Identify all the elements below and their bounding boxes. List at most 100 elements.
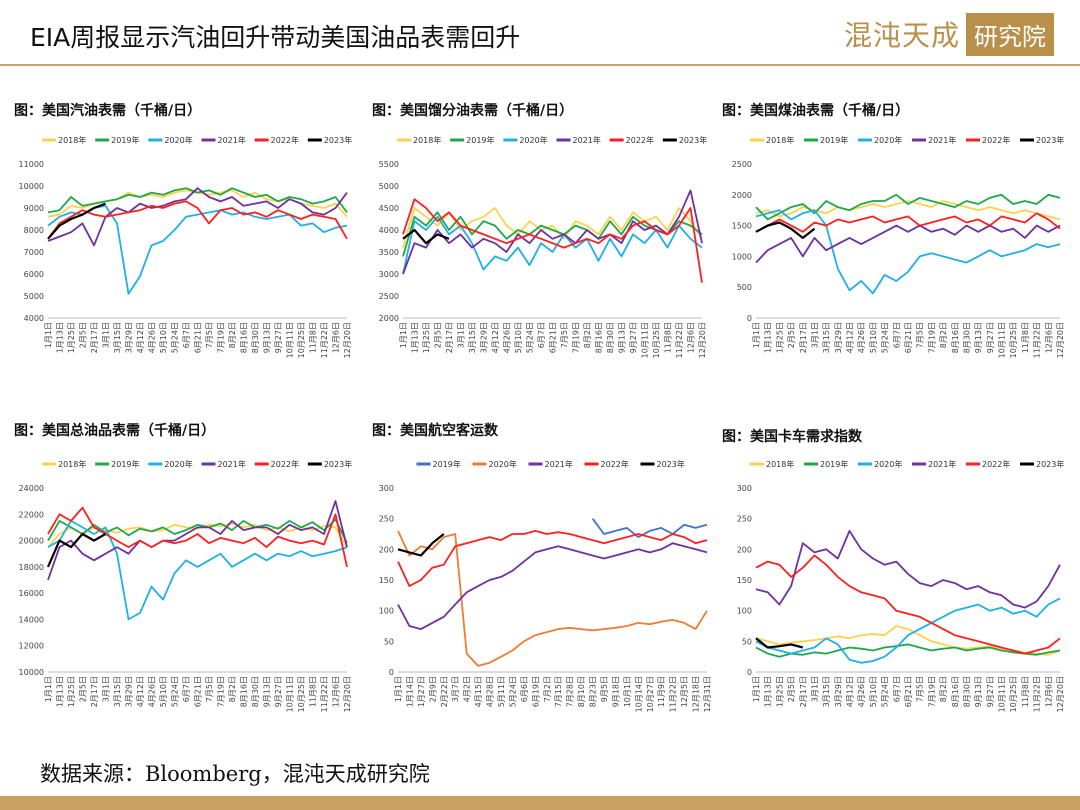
legend-item: 2018年 — [750, 459, 794, 469]
y-tick-label: 9000 — [24, 204, 44, 213]
x-tick-label: 4月26日 — [857, 676, 866, 707]
x-tick-label: 12月5日 — [680, 676, 689, 707]
legend-label: 2022年 — [601, 459, 629, 469]
legend-item: 2019年 — [95, 459, 140, 469]
x-tick-label: 4月26日 — [148, 676, 157, 707]
x-tick-label: 3月29日 — [125, 676, 134, 707]
x-tick-label: 12月6日 — [687, 322, 696, 353]
x-tick-label: 2月9日 — [428, 676, 437, 702]
x-tick-label: 1月1日 — [752, 676, 761, 702]
x-tick-label: 2月5日 — [787, 322, 796, 348]
legend-item: 2019年 — [416, 459, 461, 469]
legend-item: 2022年 — [254, 459, 299, 469]
x-tick-label: 1月1日 — [752, 322, 761, 348]
legend-item: 2022年 — [609, 135, 654, 145]
y-tick-label: 6000 — [24, 270, 44, 279]
x-tick-label: 4月12日 — [846, 322, 855, 353]
x-tick-label: 9月27日 — [629, 322, 638, 353]
y-tick-label: 250 — [737, 515, 752, 524]
chart-gasoline: 2018年 2019年 2020年 2021年 2022年 2023年 4000 5000 60… — [19, 135, 353, 358]
x-tick-label: 1月13日 — [56, 676, 65, 707]
x-tick-label: 8月16日 — [951, 322, 960, 353]
series-line — [402, 211, 703, 257]
x-tick-label: 6月21日 — [904, 676, 913, 707]
x-tick-label: 5月10日 — [159, 676, 168, 707]
x-tick-label: 6月7日 — [892, 322, 901, 348]
y-tick-label: 200 — [737, 545, 752, 554]
x-tick-label: 1月25日 — [67, 322, 76, 353]
x-tick-label: 2月5日 — [79, 676, 88, 702]
x-tick-label: 6月7日 — [892, 676, 901, 702]
x-tick-label: 4月28日 — [486, 676, 495, 707]
legend-label: 2022年 — [271, 459, 299, 469]
x-tick-label: 8月30日 — [962, 322, 971, 353]
x-tick-label: 6月6日 — [520, 676, 529, 702]
y-tick-label: 12000 — [19, 642, 44, 651]
legend-label: 2021年 — [928, 459, 956, 469]
y-tick-label: 300 — [737, 484, 752, 493]
legend-label: 2023年 — [1036, 135, 1064, 145]
y-tick-label: 2500 — [732, 160, 752, 169]
x-tick-label: 10月14日 — [634, 676, 643, 712]
x-tick-label: 12月20日 — [698, 322, 707, 358]
x-tick-label: 8月2日 — [228, 322, 237, 348]
x-tick-label: 6月21日 — [904, 322, 913, 353]
x-tick-label: 2月5日 — [434, 322, 443, 348]
series-line — [755, 212, 1061, 233]
x-tick-label: 4月26日 — [148, 322, 157, 353]
legend-item: 2023年 — [662, 135, 707, 145]
x-tick-label: 3月1日 — [102, 322, 111, 348]
legend-item: 2022年 — [966, 135, 1010, 145]
x-tick-label: 3月7日 — [451, 676, 460, 702]
x-tick-label: 8月16日 — [595, 322, 604, 353]
x-tick-label: 7月19日 — [572, 322, 581, 353]
legend-item: 2020年 — [148, 459, 193, 469]
legend-label: 2020年 — [874, 135, 902, 145]
x-tick-label: 11月8日 — [664, 322, 673, 353]
legend-item: 2019年 — [804, 459, 848, 469]
legend-item: 2019年 — [804, 135, 848, 145]
series-line — [755, 643, 1061, 658]
y-tick-label: 0 — [747, 668, 752, 677]
x-tick-label: 9月13日 — [974, 322, 983, 353]
x-tick-label: 4月12日 — [136, 322, 145, 353]
series-line — [755, 637, 804, 649]
x-tick-label: 12月6日 — [332, 676, 341, 707]
y-tick-label: 22000 — [19, 510, 44, 519]
x-tick-label: 5月24日 — [171, 322, 180, 353]
x-tick-label: 1月25日 — [775, 676, 784, 707]
x-tick-label: 8月2日 — [939, 322, 948, 348]
legend-label: 2019年 — [111, 135, 139, 145]
x-tick-label: 3月15日 — [468, 322, 477, 353]
x-tick-label: 1月25日 — [422, 322, 431, 353]
x-tick-label: 2月17日 — [799, 322, 808, 353]
x-tick-label: 2月17日 — [90, 322, 99, 353]
series-line — [47, 187, 348, 214]
y-tick-label: 100 — [737, 607, 752, 616]
legend-item: 2018年 — [750, 135, 794, 145]
x-tick-label: 8月16日 — [951, 676, 960, 707]
x-tick-label: 5月24日 — [171, 676, 180, 707]
x-tick-label: 7月19日 — [217, 322, 226, 353]
x-tick-label: 5月10日 — [869, 676, 878, 707]
x-tick-label: 5月10日 — [514, 322, 523, 353]
x-tick-label: 3月15日 — [822, 676, 831, 707]
y-tick-label: 1500 — [732, 222, 752, 231]
series-line — [397, 530, 708, 587]
y-tick-label: 3500 — [379, 248, 399, 257]
legend-item: 2021年 — [528, 459, 573, 469]
x-tick-label: 2月5日 — [79, 322, 88, 348]
chart-tsa: 2019年 2020年 2021年 2022年 2023年 0 50 100 150 200 250… — [379, 459, 712, 712]
chart-total: 2018年 2019年 2020年 2021年 2022年 2023年 10000 12000… — [19, 459, 353, 712]
x-tick-label: 7月5日 — [560, 322, 569, 348]
legend-label: 2020年 — [164, 459, 192, 469]
legend-label: 2020年 — [164, 135, 192, 145]
footer-bar — [0, 796, 1080, 810]
legend-item: 2022年 — [254, 135, 299, 145]
y-tick-label: 200 — [379, 545, 394, 554]
x-tick-label: 7月5日 — [916, 322, 925, 348]
legend-label: 2023年 — [324, 135, 352, 145]
legend-item: 2019年 — [450, 135, 495, 145]
x-tick-label: 7月5日 — [205, 322, 214, 348]
panel-title-distillate: 图：美国馏分油表需（千桶/日） — [372, 103, 574, 119]
